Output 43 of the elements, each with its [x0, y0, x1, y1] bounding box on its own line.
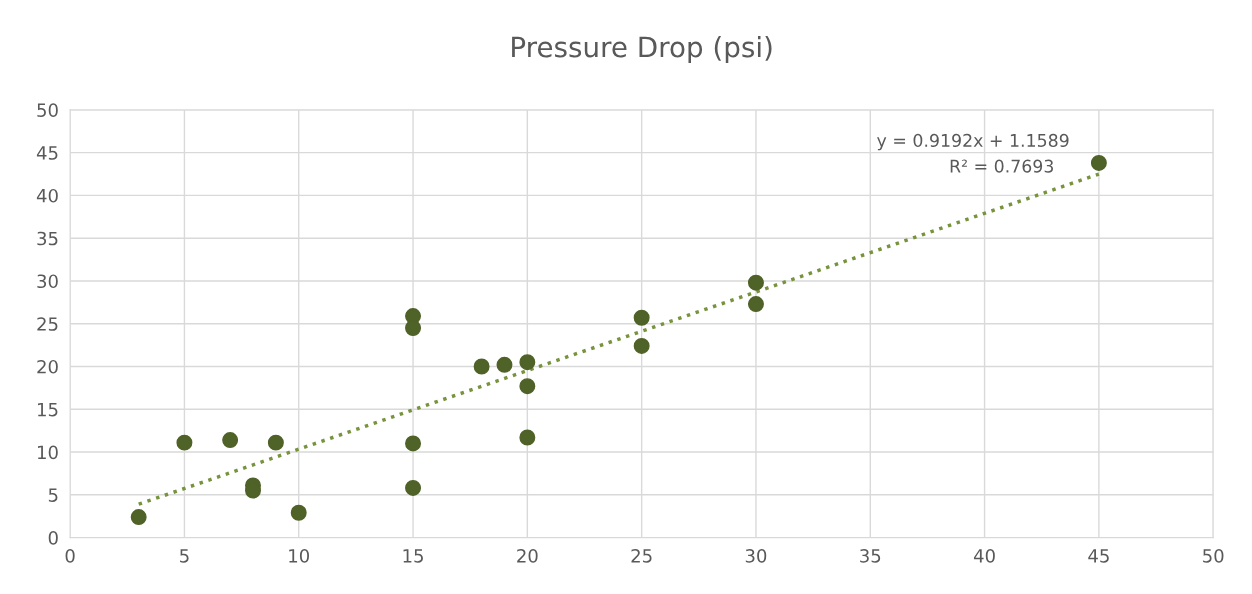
y-tick-label: 15	[38, 402, 58, 417]
point	[405, 320, 422, 336]
y-tick-label: 40	[36, 188, 58, 203]
point	[405, 479, 422, 496]
y-tick-label: 35	[37, 231, 58, 246]
y-tick-label: 0	[48, 531, 58, 545]
point	[747, 296, 764, 313]
point	[130, 509, 147, 526]
y-tick-label: 10	[38, 445, 58, 460]
y-tick-label: 50	[37, 103, 58, 118]
point	[519, 354, 536, 371]
point	[405, 435, 422, 452]
x-tick-label: 15	[403, 549, 423, 563]
point	[473, 358, 490, 375]
x-tick-label: 20	[517, 549, 538, 563]
y-tick-label: 5	[48, 488, 58, 502]
x-tick-label: 40	[973, 549, 995, 563]
point	[633, 337, 650, 354]
point	[176, 434, 193, 451]
y-tick-label: 30	[37, 274, 58, 289]
y-tick-label: 20	[37, 359, 58, 374]
x-tick-label: 5	[180, 549, 189, 563]
point	[519, 378, 536, 395]
x-tick-label: 50	[1203, 549, 1224, 563]
annotation: R² = 0.7693	[950, 159, 1053, 173]
y-tick-label: 25	[37, 317, 58, 331]
point	[222, 432, 239, 449]
x-tick-label: 30	[745, 549, 767, 563]
x-tick-label: 0	[65, 549, 75, 563]
x-tick-label: 45	[1088, 549, 1109, 563]
point	[1090, 154, 1107, 171]
x-tick-label: 25	[631, 549, 652, 563]
y-tick-label: 45	[36, 146, 58, 160]
point	[267, 434, 284, 451]
x-tick-label: 10	[289, 549, 310, 563]
point	[496, 356, 513, 373]
point	[747, 274, 764, 291]
point	[633, 309, 650, 326]
point	[519, 429, 536, 446]
point	[290, 504, 307, 521]
chart-title: Pressure Drop (psi)	[512, 36, 772, 63]
annotation: y = 0.9192x + 1.1589	[877, 133, 1069, 151]
x-tick-label: 35	[860, 549, 881, 563]
